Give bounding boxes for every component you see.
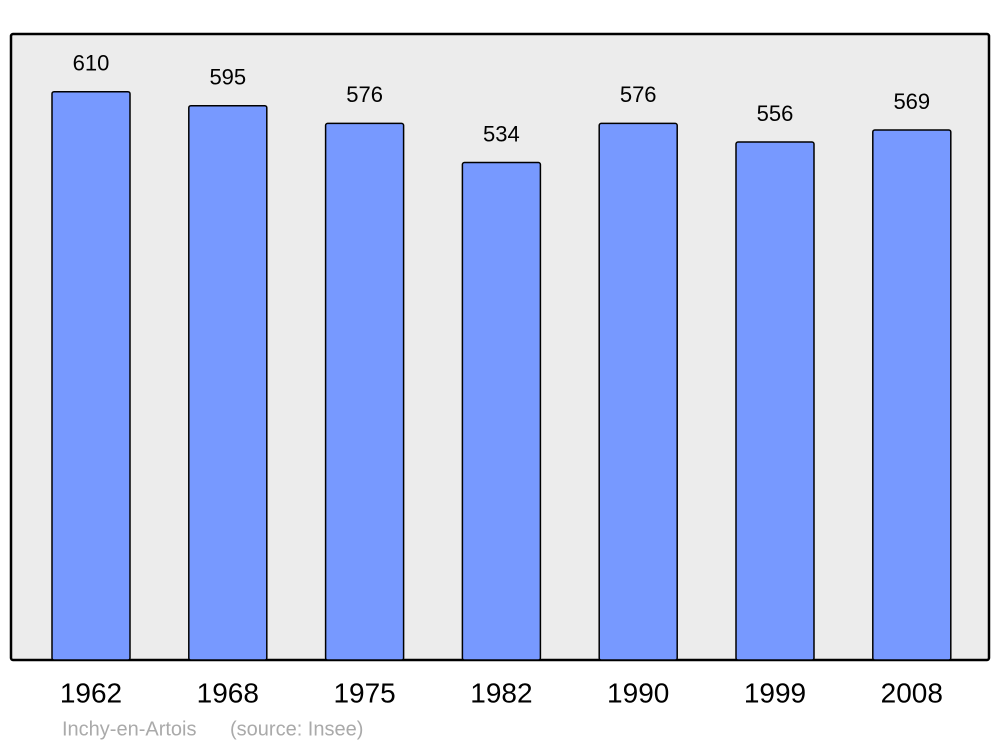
value-label: 534 [483, 121, 520, 146]
x-tick-label: 1999 [744, 677, 806, 708]
bar [461, 161, 542, 661]
value-label: 595 [209, 65, 246, 90]
bar [324, 122, 405, 661]
bar [598, 122, 678, 661]
x-tick-label: 1975 [333, 677, 395, 708]
footer-source: (source: Insee) [230, 718, 363, 740]
bar [872, 129, 952, 661]
x-tick-label: 1962 [60, 677, 122, 708]
footer-place: Inchy-en-Artois [62, 718, 197, 740]
x-tick-label: 2008 [881, 677, 943, 708]
x-tick-label: 1968 [197, 677, 259, 708]
x-tick-label: 1982 [470, 677, 532, 708]
bar [51, 91, 131, 661]
value-label: 576 [620, 82, 657, 107]
value-label: 556 [757, 101, 794, 126]
bar [735, 141, 815, 661]
value-label: 576 [346, 82, 383, 107]
value-label: 569 [893, 89, 930, 114]
value-label: 610 [73, 51, 110, 76]
bar [188, 104, 268, 661]
x-tick-label: 1990 [607, 677, 669, 708]
